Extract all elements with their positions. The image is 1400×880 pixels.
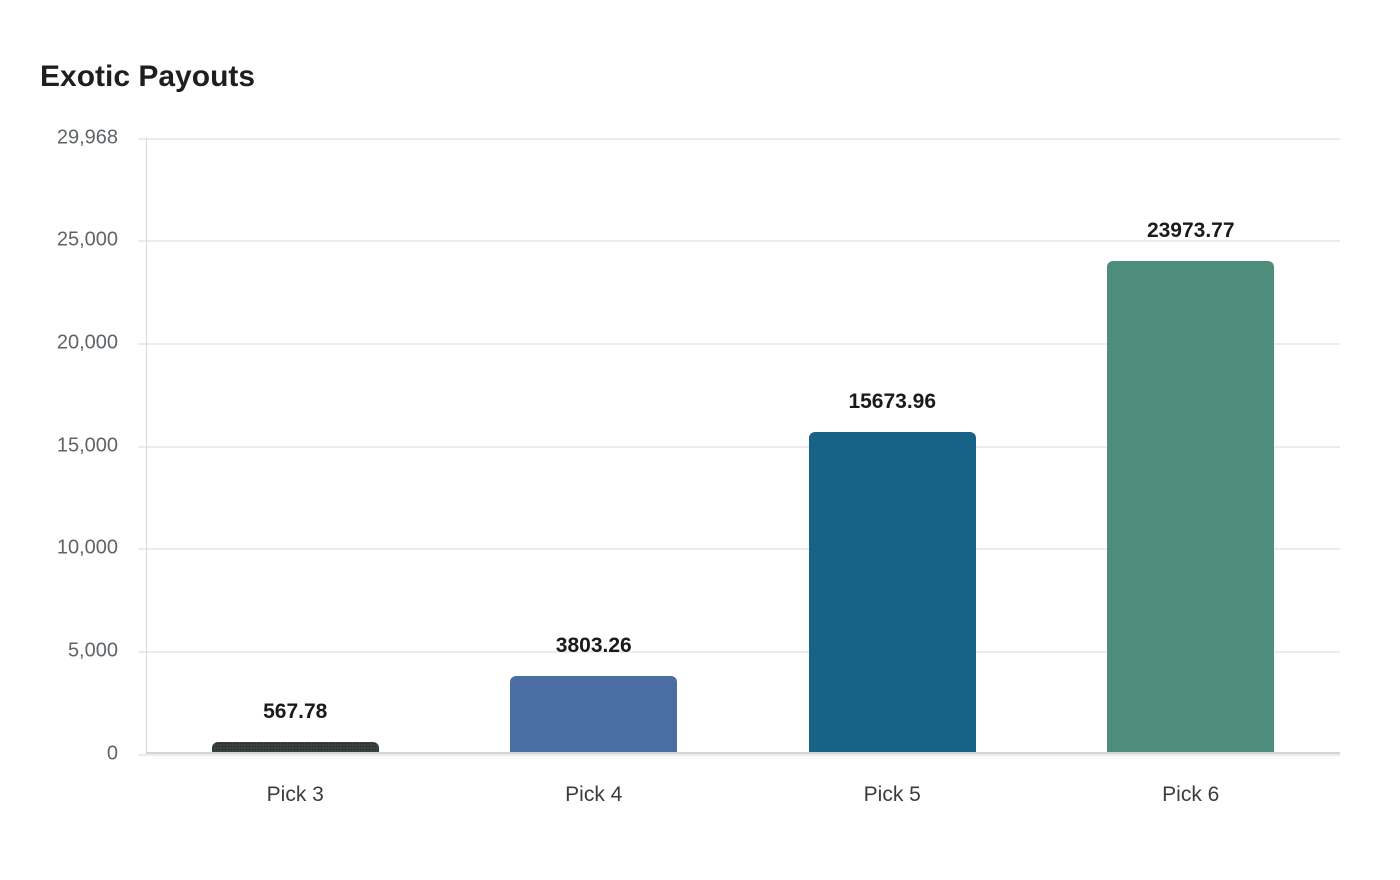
y-tick-label: 0	[106, 742, 118, 765]
x-tick-label: Pick 6	[1162, 783, 1220, 806]
bar-pick-3[interactable]	[211, 742, 379, 754]
bar-pick-6[interactable]	[1107, 261, 1275, 754]
y-tick-label: 29,968	[56, 126, 118, 149]
y-tick-label: 5,000	[67, 639, 118, 662]
y-tick-label: 25,000	[56, 228, 118, 251]
gridline	[138, 138, 1340, 140]
x-tick-label: Pick 5	[863, 783, 921, 806]
y-tick-label: 10,000	[56, 536, 118, 559]
x-axis-line	[146, 752, 1340, 754]
gridline	[138, 342, 1340, 345]
x-tick-label: Pick 4	[565, 783, 623, 806]
bar-pick-4[interactable]	[510, 675, 678, 754]
plot-area	[146, 138, 1340, 754]
gridline	[138, 445, 1340, 448]
x-tick-label: Pick 3	[266, 783, 324, 806]
bar-pick-5[interactable]	[808, 431, 976, 754]
gridline	[138, 651, 1340, 654]
value-label: 15673.96	[848, 389, 937, 413]
value-label: 23973.77	[1146, 219, 1235, 243]
value-label: 567.78	[263, 700, 328, 724]
value-label: 3803.26	[555, 633, 632, 657]
gridline	[138, 240, 1340, 243]
gridline	[138, 548, 1340, 551]
y-axis-line	[146, 138, 147, 754]
gridline	[138, 754, 1340, 756]
y-tick-label: 15,000	[56, 434, 118, 457]
chart-title: Exotic Payouts	[40, 60, 256, 93]
y-tick-label: 20,000	[56, 331, 118, 354]
